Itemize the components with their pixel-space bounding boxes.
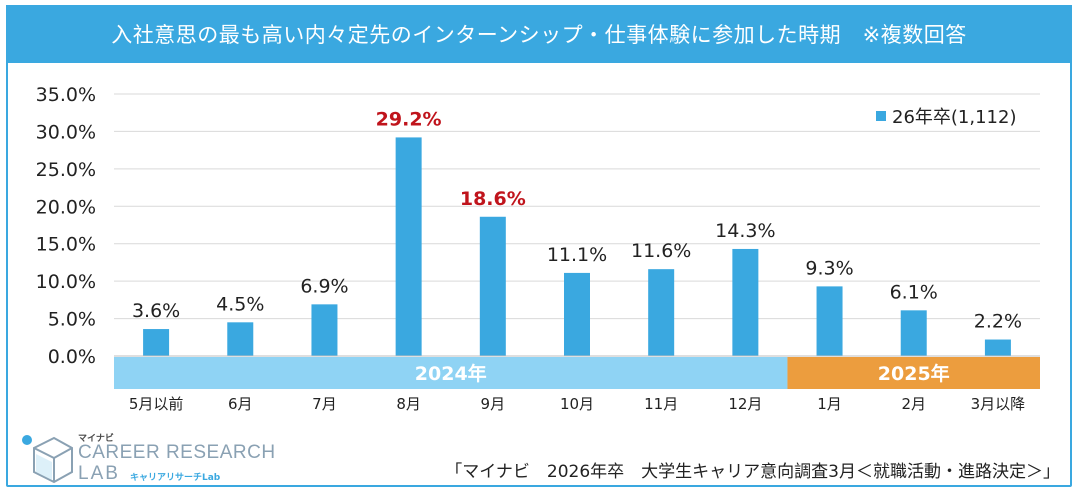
bar	[648, 269, 675, 356]
x-tick-label: 3月以降	[971, 395, 1026, 413]
chart-title-text: 入社意思の最も高い内々定先のインターンシップ・仕事体験に参加した時期 ※複数回答	[111, 23, 967, 47]
x-tick-label: 5月以前	[129, 395, 184, 413]
x-tick-label: 11月	[644, 395, 678, 413]
data-label: 29.2%	[376, 108, 442, 130]
bar	[816, 286, 843, 356]
bar	[143, 329, 170, 356]
y-tick-label: 15.0%	[36, 234, 96, 256]
x-tick-label: 6月	[228, 395, 253, 413]
data-label: 3.6%	[132, 300, 180, 322]
bar	[311, 304, 338, 356]
bar	[479, 216, 506, 356]
logo-line1: CAREER RESEARCH	[78, 442, 276, 463]
career-research-lab-logo: マイナビ CAREER RESEARCH LAB キャリアリサーチLab	[18, 428, 278, 486]
data-label: 4.5%	[216, 293, 264, 315]
x-tick-label: 2月	[901, 395, 926, 413]
data-label: 9.3%	[805, 257, 853, 279]
y-tick-label: 5.0%	[48, 309, 96, 331]
year-band-label: 2025年	[878, 362, 950, 385]
bar	[900, 310, 927, 356]
data-label: 18.6%	[460, 188, 526, 210]
x-tick-label: 10月	[560, 395, 594, 413]
bar	[984, 339, 1011, 356]
bar	[732, 248, 759, 356]
x-tick-label: 12月	[728, 395, 762, 413]
logo-brand: マイナビ	[78, 434, 114, 444]
data-label: 2.2%	[974, 311, 1022, 333]
data-label: 11.1%	[547, 244, 607, 266]
logo-sub: キャリアリサーチLab	[130, 473, 221, 483]
logo-line2: LAB	[78, 463, 120, 484]
x-tick-label: 9月	[481, 395, 506, 413]
legend-swatch	[876, 111, 886, 121]
bar	[395, 137, 422, 356]
data-label: 14.3%	[715, 220, 775, 242]
y-tick-label: 10.0%	[36, 271, 96, 293]
year-band	[787, 357, 1040, 389]
y-tick-label: 20.0%	[36, 196, 96, 218]
legend-label: 26年卒(1,112)	[892, 107, 1016, 128]
y-tick-label: 30.0%	[36, 121, 96, 143]
chart-title: 入社意思の最も高い内々定先のインターンシップ・仕事体験に参加した時期 ※複数回答	[6, 5, 1072, 63]
bar	[564, 272, 590, 356]
data-label: 6.1%	[890, 281, 938, 303]
cube-logo-icon	[22, 435, 73, 484]
y-tick-label: 35.0%	[36, 84, 96, 106]
x-tick-label: 8月	[396, 395, 421, 413]
x-tick-label: 1月	[817, 395, 842, 413]
source-note: 「マイナビ 2026年卒 大学生キャリア意向調査3月＜就職活動・進路決定＞」	[445, 462, 1060, 482]
data-label: 11.6%	[631, 240, 691, 262]
x-tick-label: 7月	[312, 395, 337, 413]
year-band	[114, 357, 788, 389]
year-band-label: 2024年	[415, 362, 487, 385]
y-tick-label: 0.0%	[48, 346, 96, 368]
data-label: 6.9%	[300, 275, 348, 297]
bar	[227, 322, 254, 356]
y-tick-label: 25.0%	[36, 159, 96, 181]
